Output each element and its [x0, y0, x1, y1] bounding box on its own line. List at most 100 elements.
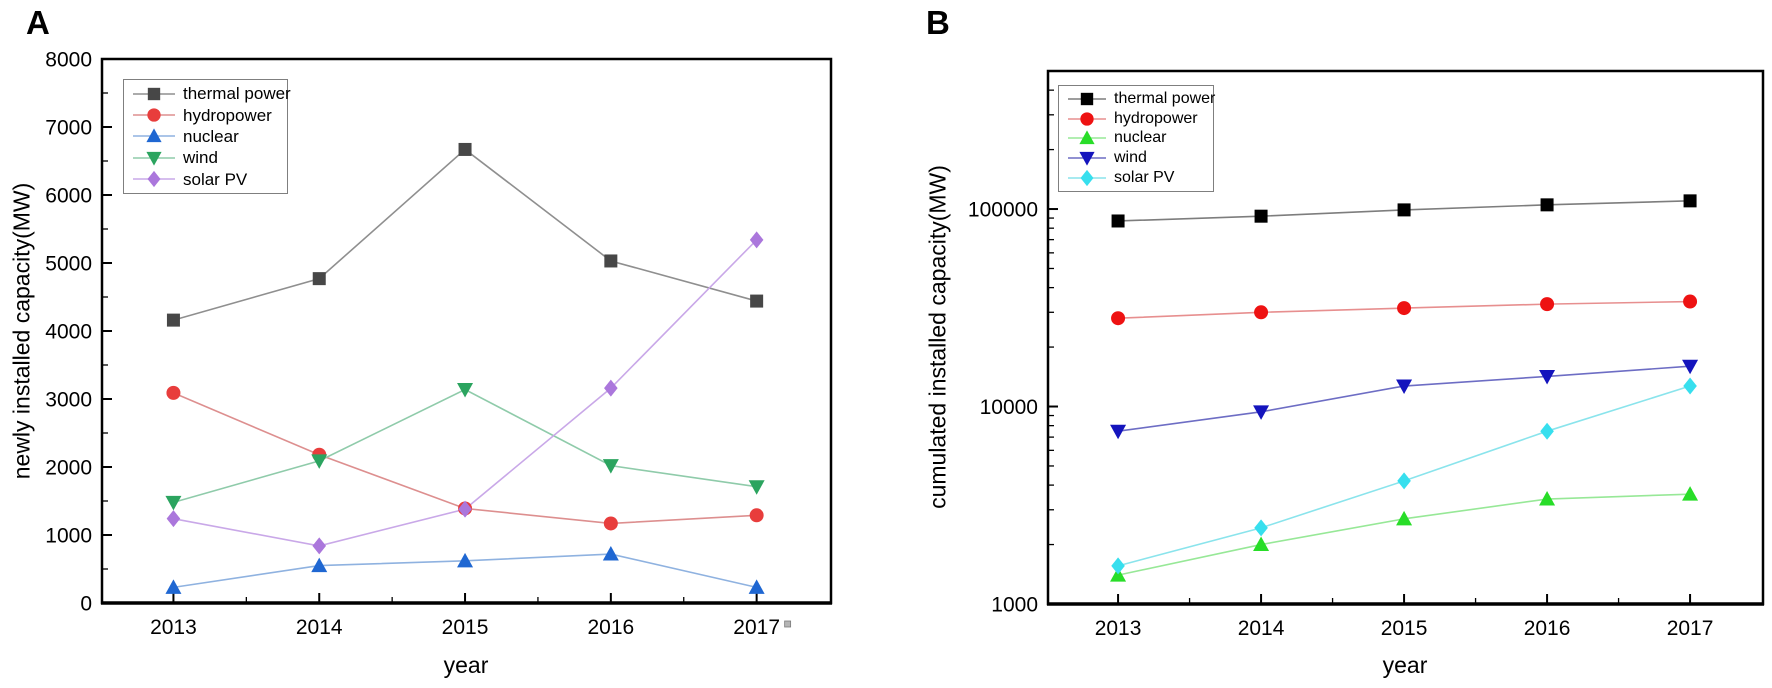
legend-swatch-triangle-up-icon — [133, 128, 175, 143]
legend-marker-diamond-icon — [147, 171, 161, 188]
x-footnote-marker — [784, 620, 792, 628]
series-marker-hydropower — [603, 516, 618, 531]
legend-label: nuclear — [183, 126, 239, 146]
x-tick-label: 2013 — [1095, 617, 1142, 640]
series-marker-hydropower — [1540, 297, 1555, 312]
legend-label: thermal power — [1114, 89, 1216, 107]
series-marker-hydropower — [749, 508, 764, 523]
legend-label: nuclear — [1114, 129, 1167, 147]
legend-label: solar PV — [1114, 169, 1175, 187]
series-marker-solar-PV — [1397, 472, 1411, 490]
series-marker-nuclear — [1253, 536, 1270, 552]
series-marker-wind — [165, 495, 182, 511]
panel-b-legend: thermal power hydropower nuclear wind solar … — [1058, 85, 1215, 192]
series-marker-nuclear — [748, 579, 765, 594]
series-marker-thermal-power — [1397, 203, 1411, 217]
series-line-wind — [173, 388, 757, 504]
legend-item-nuclear: nuclear — [132, 127, 281, 145]
panel-b-x-axis-title: year — [1382, 652, 1428, 678]
legend-swatch-circle-icon — [1068, 112, 1106, 126]
y-tick-label: 10000 — [980, 396, 1038, 419]
y-tick-label: 6000 — [45, 185, 92, 208]
legend-swatch-diamond-icon — [133, 171, 175, 188]
series-marker-nuclear — [602, 546, 619, 561]
x-tick-label: 2016 — [587, 616, 634, 639]
series-marker-thermal-power — [750, 294, 764, 308]
x-tick-label: 2014 — [1238, 617, 1285, 640]
series-marker-thermal-power — [312, 272, 326, 286]
legend-swatch-triangle-up-icon — [1068, 130, 1106, 145]
series-marker-nuclear — [1396, 510, 1413, 526]
series-marker-solar-PV — [1254, 519, 1268, 537]
series-marker-wind — [602, 459, 619, 474]
y-tick-label: 100000 — [968, 199, 1038, 222]
series-marker-nuclear — [165, 579, 182, 594]
series-marker-solar-PV — [1111, 557, 1125, 575]
x-tick-label: 2015 — [1381, 617, 1428, 640]
legend-swatch-diamond-icon — [1068, 170, 1106, 187]
panel-b-label: B — [926, 4, 951, 41]
legend-marker-diamond-icon — [1080, 170, 1094, 187]
series-marker-solar-PV — [749, 231, 764, 249]
legend-item-hydropower: hydropower — [1067, 110, 1207, 128]
chart-b: 1000 10000 100000 2013 2014 2015 2016 2017 — [968, 69, 1765, 640]
legend-marker-circle-icon — [1080, 112, 1094, 126]
legend-swatch-triangle-down-icon — [1068, 152, 1106, 166]
x-tick-label: 2013 — [150, 616, 197, 639]
legend-item-solar-PV: solar PV — [1067, 169, 1207, 187]
series-marker-hydropower — [1683, 294, 1698, 309]
series-marker-thermal-power — [458, 142, 472, 156]
y-tick-label: 1000 — [991, 594, 1038, 617]
series-marker-nuclear — [457, 552, 474, 568]
series-marker-wind — [1110, 424, 1127, 440]
legend-item-hydropower: hydropower — [132, 106, 281, 124]
series-marker-solar-PV — [166, 510, 181, 528]
series-marker-thermal-power — [1254, 209, 1268, 223]
series-marker-solar-PV — [458, 500, 472, 518]
legend-label: solar PV — [183, 169, 248, 189]
x-tick-label: 2017 — [733, 616, 780, 639]
series-marker-thermal-power — [604, 254, 618, 268]
legend-swatch-square-icon — [1068, 92, 1106, 106]
legend-label: wind — [1114, 149, 1147, 167]
panel-a-x-axis-title: year — [443, 652, 489, 678]
series-marker-hydropower — [1397, 301, 1412, 316]
series-marker-wind — [1682, 359, 1699, 375]
series-marker-thermal-power — [166, 313, 180, 327]
series-line-wind — [1117, 365, 1691, 432]
panel-a-label: A — [26, 4, 51, 41]
series-marker-thermal-power — [1111, 214, 1125, 228]
x-tick-label: 2014 — [296, 616, 343, 639]
panel-a-legend: thermal power hydropower nuclear wind solar … — [123, 79, 291, 194]
series-line-nuclear — [1117, 493, 1691, 576]
series-marker-nuclear — [1110, 567, 1127, 582]
legend-swatch-square-icon — [133, 87, 175, 100]
x-tick-label: 2016 — [1524, 617, 1571, 640]
series-marker-wind — [1539, 369, 1556, 385]
legend-item-thermal-power: thermal power — [1067, 90, 1215, 108]
series-marker-solar-PV — [1540, 422, 1554, 440]
legend-marker-triangle-down-icon — [146, 151, 162, 166]
y-tick-label: 4000 — [45, 321, 92, 344]
legend-item-nuclear: nuclear — [1067, 129, 1207, 147]
legend-item-wind: wind — [132, 149, 281, 167]
y-tick-label: 7000 — [45, 117, 92, 140]
legend-label: hydropower — [183, 105, 272, 125]
legend-marker-triangle-up-icon — [1079, 130, 1095, 145]
y-tick-label: 8000 — [45, 49, 92, 72]
legend-swatch-triangle-down-icon — [133, 151, 175, 166]
series-marker-hydropower — [1111, 311, 1126, 326]
panel-b-y-axis-title: cumulated installed capacity(MW) — [924, 165, 951, 509]
panel-a-y-axis-title: newly installed capacity(MW) — [8, 182, 35, 480]
series-marker-wind — [311, 454, 328, 469]
series-marker-wind — [457, 382, 474, 398]
series-marker-solar-PV — [1683, 377, 1697, 395]
series-marker-hydropower — [166, 385, 181, 400]
legend-item-wind: wind — [1067, 149, 1207, 167]
legend-marker-triangle-down-icon — [1079, 152, 1095, 166]
series-marker-nuclear — [1539, 491, 1556, 506]
x-tick-label: 2017 — [1667, 617, 1714, 640]
legend-marker-square-icon — [147, 87, 161, 100]
